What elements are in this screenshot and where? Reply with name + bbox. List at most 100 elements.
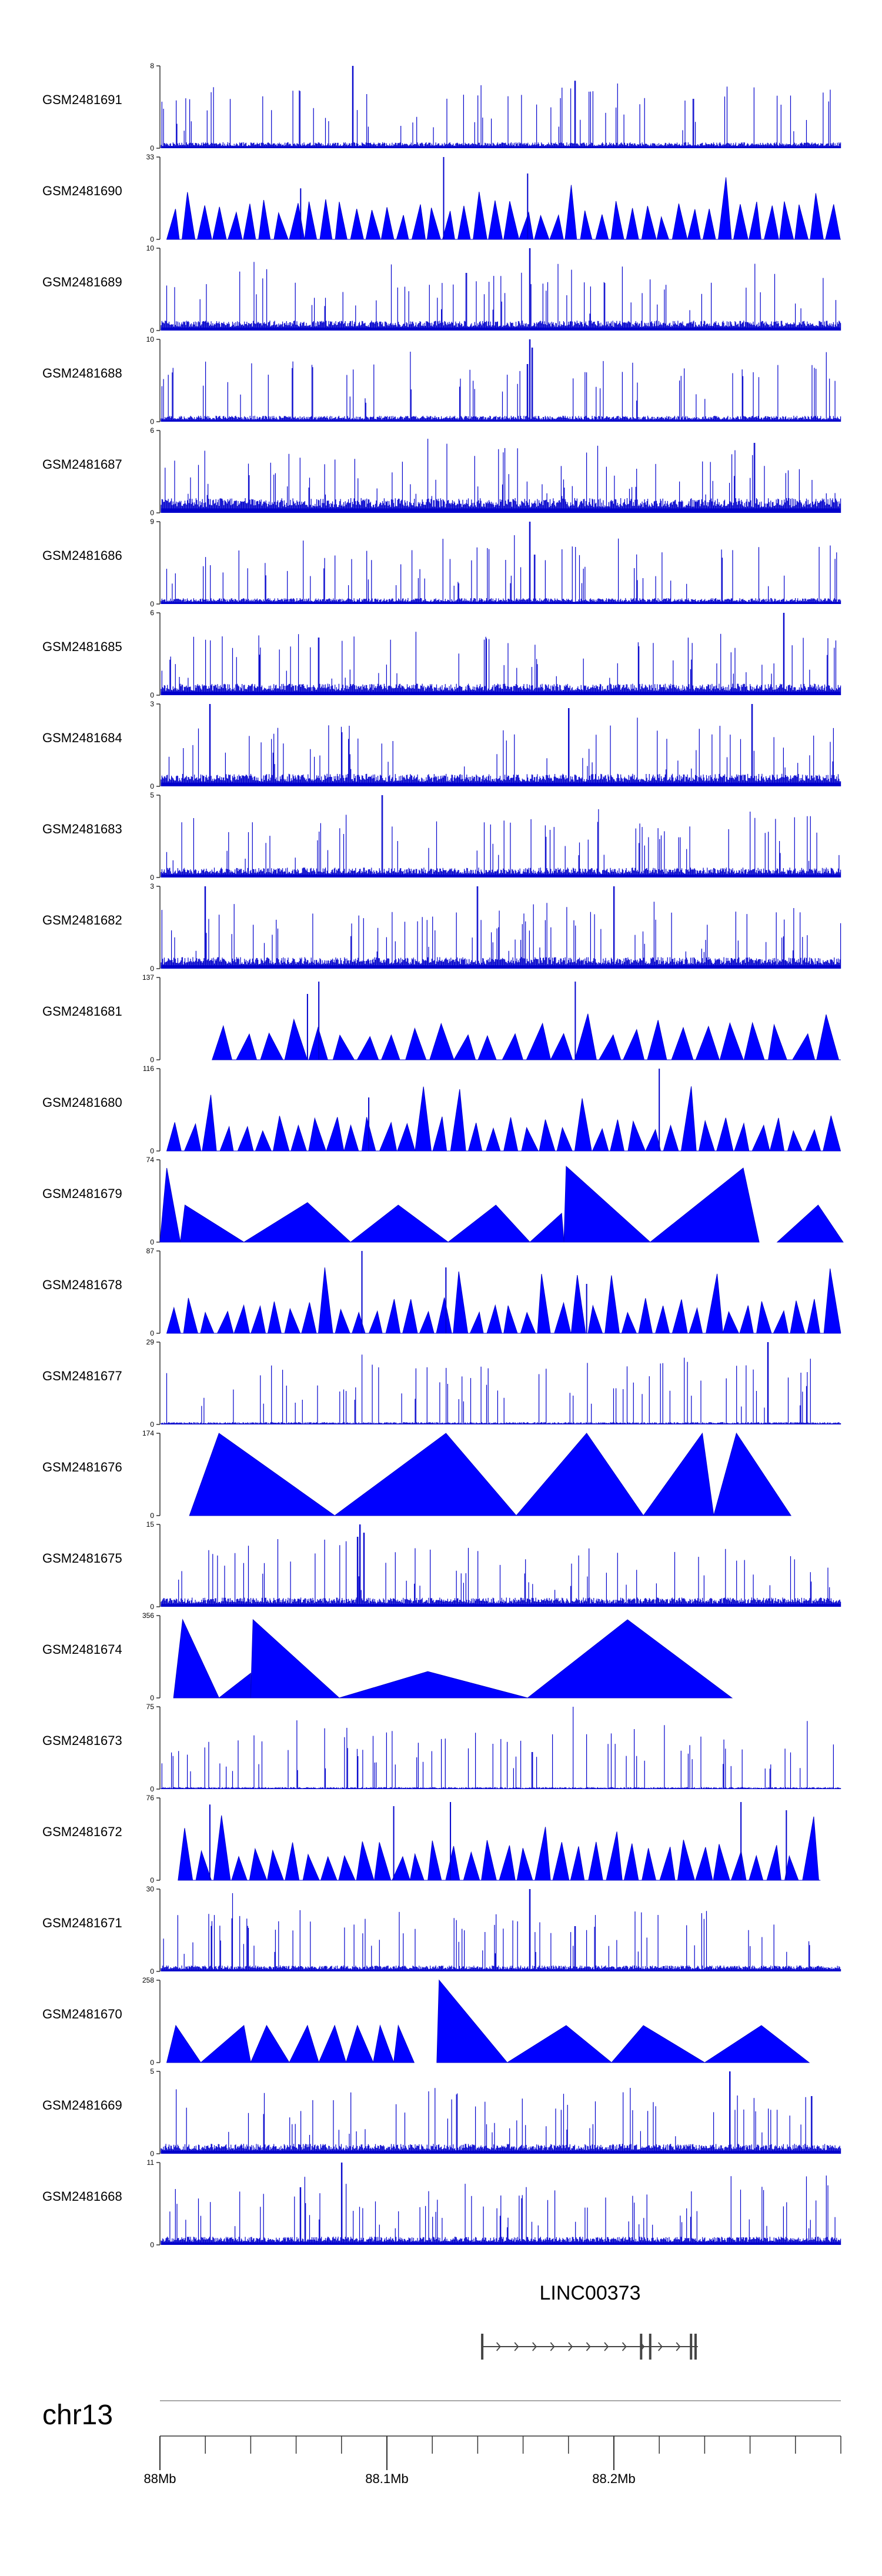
gene-strand-arrow (496, 2342, 501, 2351)
signal-baseline (161, 2150, 841, 2154)
y-axis-max-label: 3 (150, 700, 154, 708)
y-axis-min-label: 0 (150, 1785, 154, 1793)
signal-tracks: GSM248169180GSM2481690330GSM2481689100GS… (42, 62, 844, 2249)
signal-baseline (161, 782, 841, 786)
axis-tick-label-1: 88.1Mb (365, 2471, 408, 2486)
y-axis-max-label: 8 (150, 62, 154, 70)
track-GSM2481674: GSM2481674 356 0 (42, 1611, 733, 1702)
signal-baseline (161, 327, 841, 331)
track-label: GSM2481688 (42, 366, 122, 381)
signal-baseline (161, 508, 841, 513)
track-label: GSM2481684 (42, 730, 122, 745)
y-axis-min-label: 0 (150, 509, 154, 517)
signal-baseline (161, 1969, 841, 1971)
track-GSM2481678: GSM2481678 87 0 (42, 1247, 841, 1337)
y-axis-min-label: 0 (150, 1694, 154, 1702)
signal-baseline (161, 146, 841, 148)
track-GSM2481691: GSM2481691 8 0 (42, 62, 841, 152)
signal-peak-9 (506, 2025, 613, 2063)
y-axis-max-label: 6 (150, 426, 154, 435)
signal-area (166, 1267, 841, 1334)
signal-peak-7 (649, 1167, 760, 1243)
track-GSM2481677: GSM2481677 29 0 (42, 1338, 841, 1429)
signal-spikes (161, 795, 841, 877)
signal-peak-5 (529, 1212, 564, 1243)
signal-baseline (161, 2242, 841, 2245)
track-GSM2481676: GSM2481676 174 0 (42, 1429, 792, 1520)
signal-spikes (161, 1889, 841, 1971)
gene-strand-arrow (676, 2342, 681, 2351)
track-GSM2481682: GSM2481682 3 0 (42, 882, 841, 973)
y-axis-max-label: 6 (150, 609, 154, 617)
gene-strand-arrow (604, 2342, 609, 2351)
signal-peak-2 (250, 1619, 340, 1699)
gene-strand-arrow (658, 2342, 663, 2351)
track-label: GSM2481678 (42, 1277, 122, 1292)
signal-spikes (161, 439, 841, 513)
signal-peak-8 (776, 1204, 844, 1243)
track-label: GSM2481682 (42, 913, 122, 927)
signal-peak-1 (200, 2025, 252, 2063)
track-label: GSM2481690 (42, 183, 122, 198)
gene-strand-arrow (532, 2342, 537, 2351)
signal-baseline (161, 419, 841, 422)
y-axis-min-label: 0 (150, 144, 154, 152)
chromosome-label: chr13 (42, 2400, 113, 2431)
signal-baseline (161, 965, 841, 969)
signal-spikes (161, 2071, 841, 2154)
signal-peak-0 (159, 1167, 181, 1243)
y-axis-max-label: 87 (146, 1247, 155, 1255)
signal-peak-0 (173, 1619, 220, 1699)
track-GSM2481684: GSM2481684 3 0 (42, 700, 841, 790)
signal-peak-0 (189, 1433, 336, 1516)
track-GSM2481685: GSM2481685 6 0 (42, 609, 841, 699)
signal-spikes (161, 1707, 841, 1789)
signal-peak-4 (318, 2024, 347, 2063)
y-axis-max-label: 75 (146, 1703, 155, 1711)
signal-baseline (161, 692, 841, 695)
y-axis-min-label: 0 (150, 418, 154, 426)
track-label: GSM2481683 (42, 822, 122, 836)
y-axis-min-label: 0 (150, 965, 154, 973)
track-label: GSM2481680 (42, 1095, 122, 1110)
y-axis-min-label: 0 (150, 2058, 154, 2067)
track-label: GSM2481670 (42, 2007, 122, 2021)
track-GSM2481689: GSM2481689 10 0 (42, 244, 841, 335)
signal-spikes (161, 886, 841, 969)
y-axis-min-label: 0 (150, 1603, 154, 1611)
y-axis-max-label: 11 (147, 2158, 155, 2167)
y-axis-max-label: 356 (142, 1611, 154, 1620)
gene-strand-arrow (568, 2342, 573, 2351)
y-axis-max-label: 33 (146, 153, 155, 161)
signal-spikes (161, 66, 841, 148)
signal-spikes (161, 1524, 841, 1607)
signal-spikes (161, 704, 841, 786)
signal-peak-1 (180, 1204, 245, 1243)
y-axis-max-label: 116 (143, 1065, 154, 1073)
gene-track: LINC00373 (481, 2282, 698, 2360)
gene-exon-0 (481, 2334, 484, 2360)
y-axis-max-label: 30 (146, 1885, 155, 1893)
track-label: GSM2481674 (42, 1642, 122, 1657)
signal-area (178, 1815, 821, 1881)
track-label: GSM2481687 (42, 457, 122, 472)
y-axis-max-label: 5 (150, 791, 154, 799)
signal-spikes (161, 1342, 841, 1424)
track-GSM2481683: GSM2481683 5 0 (42, 791, 841, 882)
signal-peak-0 (166, 2024, 202, 2063)
y-axis-max-label: 10 (146, 335, 155, 343)
track-label: GSM2481668 (42, 2189, 122, 2204)
track-GSM2481668: GSM2481668 11 0 (42, 2158, 841, 2249)
track-GSM2481681: GSM2481681 137 0 (42, 973, 841, 1064)
signal-peak-8 (436, 1979, 508, 2063)
gene-exon-2 (649, 2334, 652, 2360)
signal-baseline (161, 602, 841, 604)
signal-spikes (161, 613, 841, 695)
axis-tick-label-0: 88Mb (143, 2471, 176, 2486)
y-axis-min-label: 0 (150, 326, 154, 335)
signal-peak-3 (289, 2024, 319, 2063)
signal-peak-5 (345, 2024, 374, 2063)
y-axis-min-label: 0 (150, 691, 154, 699)
gene-model (481, 2334, 698, 2360)
